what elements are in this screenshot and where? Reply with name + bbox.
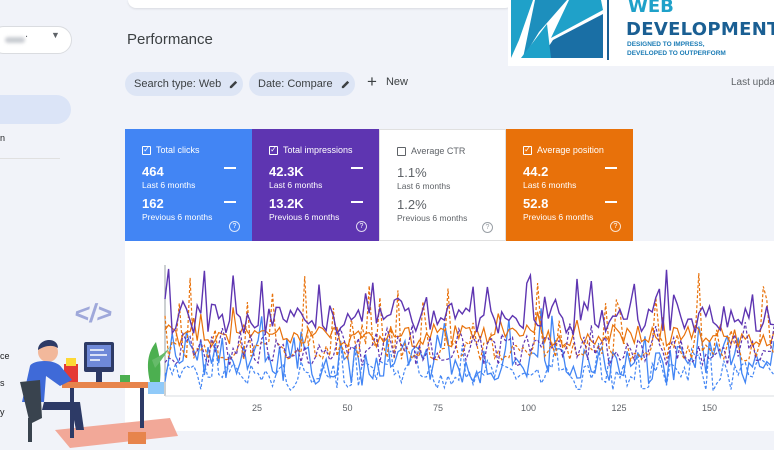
chart-x-tick-label: 150 [702, 403, 717, 413]
top-card-edge [128, 0, 513, 8]
new-filter-label: New [385, 76, 408, 88]
metric-label: Average CTR [411, 146, 466, 156]
metric-previous-value: 1.2% [397, 197, 427, 212]
chart-x-tick-label: 75 [433, 403, 443, 413]
metric-card-average-position[interactable]: ✓ Average position 44.2 Last 6 months 52.… [506, 129, 633, 241]
code-brackets-icon: </> [73, 298, 115, 328]
edit-pencil-icon [230, 80, 238, 88]
date-filter-label: Date: Compare [258, 78, 333, 90]
sidebar-item-fragment[interactable]: ce [0, 351, 10, 361]
dashed-line-legend-icon [605, 201, 617, 203]
solid-line-legend-icon [605, 167, 617, 169]
property-suffix: . [25, 28, 29, 40]
dashed-line-legend-icon [351, 201, 363, 203]
sidebar-divider [0, 158, 60, 159]
chart-x-tick-label: 25 [252, 403, 262, 413]
logo-tagline-line1: DESIGNED TO IMPRESS, [627, 41, 705, 48]
metric-label: Total clicks [156, 145, 200, 155]
dashed-line-legend-icon [224, 201, 236, 203]
search-type-filter-chip[interactable]: Search type: Web [125, 72, 243, 96]
sidebar-item-fragment[interactable]: n [0, 133, 6, 143]
metric-period: Last 6 months [523, 180, 577, 190]
metric-previous-period: Previous 6 months [397, 213, 468, 223]
metric-label: Average position [537, 145, 604, 155]
property-selector[interactable]: . ▼ [0, 26, 72, 54]
web-development-logo: WEB DEVELOPMENT DESIGNED TO IMPRESS, DEV… [508, 0, 774, 66]
metric-previous-period: Previous 6 months [142, 212, 213, 222]
logo-mark-icon [511, 0, 609, 60]
chart-x-tick-label: 100 [521, 403, 536, 413]
chart-line-impressions-previous [164, 322, 774, 367]
plus-icon: + [367, 72, 377, 91]
logo-tagline-line2: DEVELOPED TO OUTPERFORM [627, 50, 726, 57]
metric-previous-period: Previous 6 months [269, 212, 340, 222]
chart-series [164, 268, 774, 394]
metric-previous-value: 52.8 [523, 196, 549, 211]
developer-at-desk-icon: </> [20, 298, 178, 448]
metric-value: 1.1% [397, 165, 427, 180]
metric-previous-period: Previous 6 months [523, 212, 594, 222]
new-filter-button[interactable]: + New [367, 72, 408, 91]
metric-label: Total impressions [283, 145, 353, 155]
checkbox-checked-icon[interactable]: ✓ [142, 145, 151, 155]
property-name-blurred [5, 37, 25, 43]
sidebar-item-fragment[interactable]: s [0, 378, 5, 388]
checkbox-checked-icon[interactable]: ✓ [523, 145, 532, 155]
solid-line-legend-icon [351, 167, 363, 169]
sidebar-item-fragment[interactable]: y [0, 407, 5, 417]
chart-x-ticks: 25 50 75 100 125 150 [252, 403, 717, 413]
metric-previous-value: 13.2K [269, 196, 304, 211]
page-title: Performance [127, 31, 213, 48]
metric-period: Last 6 months [269, 180, 323, 190]
logo-title-line1: WEB [628, 0, 674, 17]
metric-period: Last 6 months [142, 180, 196, 190]
search-type-filter-label: Search type: Web [134, 78, 222, 90]
metric-card-total-impressions[interactable]: ✓ Total impressions 42.3K Last 6 months 1… [252, 129, 379, 241]
metric-value: 464 [142, 164, 164, 179]
help-icon[interactable]: ? [610, 221, 621, 232]
metric-previous-value: 162 [142, 196, 164, 211]
chart-line-position [164, 307, 774, 349]
metric-value: 44.2 [523, 164, 549, 179]
chart-x-tick-label: 125 [611, 403, 626, 413]
edit-pencil-icon [341, 80, 349, 88]
metric-value: 42.3K [269, 164, 304, 179]
chart-line-clicks [164, 308, 774, 386]
checkbox-unchecked-icon[interactable] [397, 146, 406, 156]
developer-illustration: </> [0, 290, 180, 450]
performance-chart-svg: 25 50 75 100 125 150 [164, 265, 774, 413]
caret-down-icon: ▼ [51, 30, 60, 40]
last-updated-text: Last upda [731, 77, 774, 88]
performance-chart[interactable]: 25 50 75 100 125 150 [125, 241, 774, 431]
date-filter-chip[interactable]: Date: Compare [249, 72, 355, 96]
metric-card-total-clicks[interactable]: ✓ Total clicks 464 Last 6 months 162 Prev… [125, 129, 252, 241]
solid-line-legend-icon [224, 167, 236, 169]
help-icon[interactable]: ? [482, 222, 493, 233]
sidebar-item-active[interactable] [0, 95, 71, 124]
chart-x-tick-label: 50 [342, 403, 352, 413]
logo-title-line2: DEVELOPMENT [626, 19, 774, 40]
chart-line-impressions [164, 268, 774, 336]
help-icon[interactable]: ? [229, 221, 240, 232]
checkbox-checked-icon[interactable]: ✓ [269, 145, 278, 155]
metric-period: Last 6 months [397, 181, 451, 191]
metric-card-average-ctr[interactable]: Average CTR 1.1% Last 6 months 1.2% Prev… [379, 129, 506, 241]
help-icon[interactable]: ? [356, 221, 367, 232]
